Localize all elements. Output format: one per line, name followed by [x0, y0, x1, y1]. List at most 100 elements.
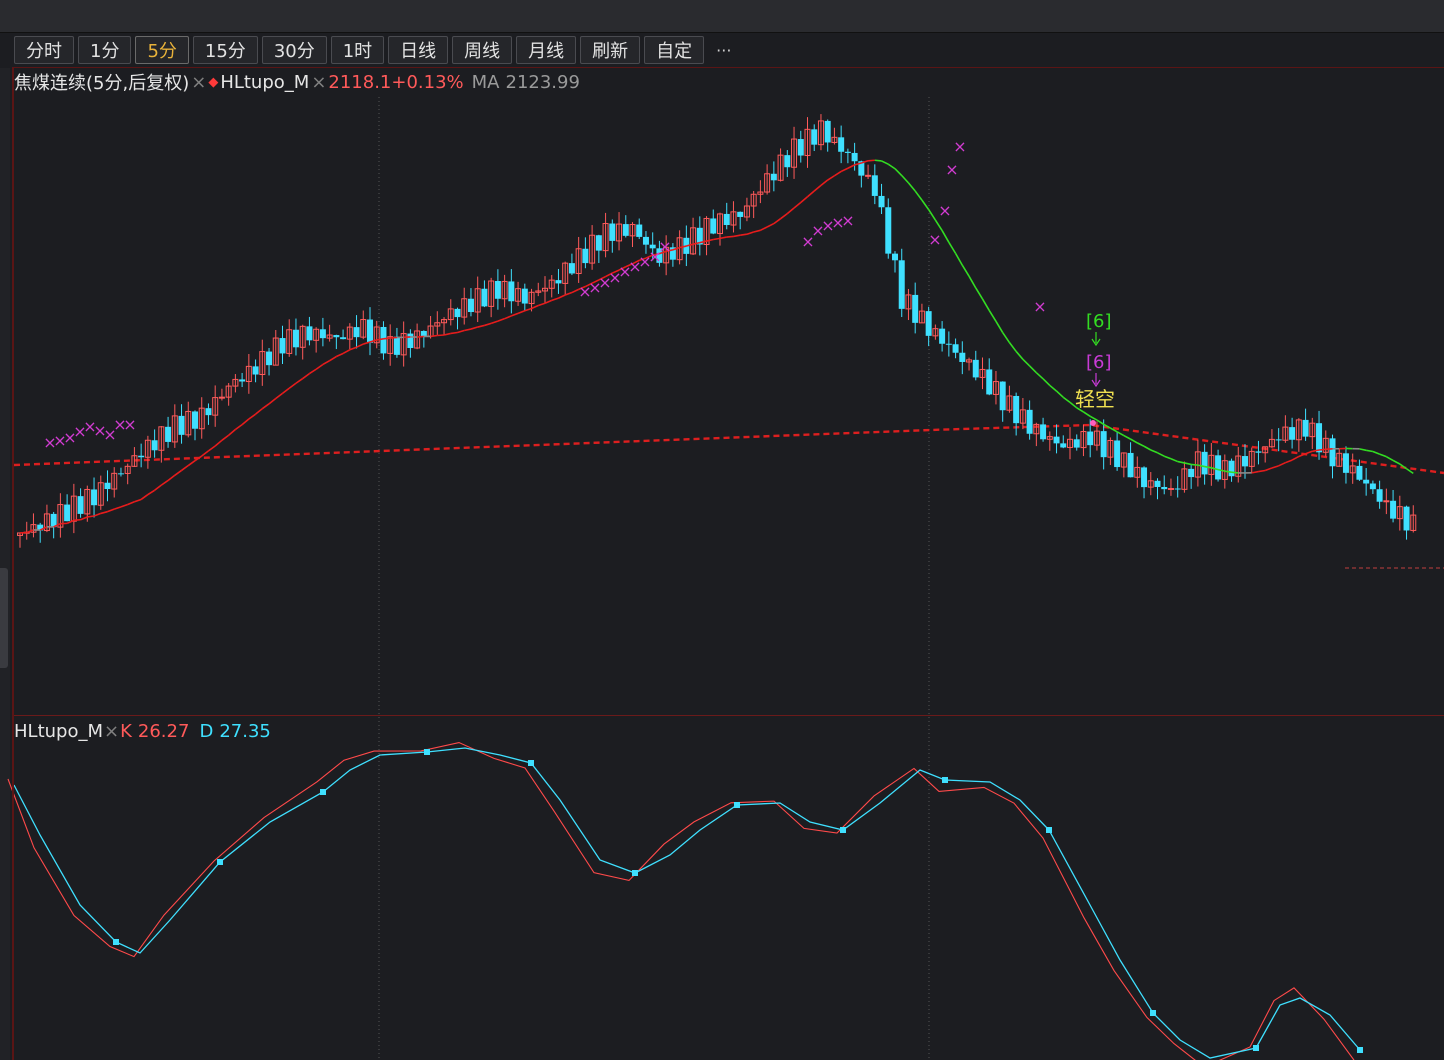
signal-x-marker-2: ×	[63, 428, 76, 447]
candle-body-up	[373, 326, 380, 344]
ma-segment	[1096, 419, 1105, 425]
close-icon[interactable]: ×	[311, 71, 327, 93]
signal-x-marker-5: ×	[93, 421, 106, 440]
sub-indicator-name[interactable]: HLtupo_M	[14, 720, 103, 742]
ma-segment	[558, 294, 566, 299]
candle-body-up	[535, 290, 542, 293]
window-top-bar	[0, 0, 1444, 33]
ma-label: MA	[471, 71, 500, 93]
green-arrow-head	[1091, 338, 1101, 347]
ma-segment	[120, 503, 128, 508]
close-icon[interactable]: ×	[104, 720, 120, 742]
ma-segment	[800, 196, 809, 204]
candle-body-up	[1080, 431, 1087, 449]
magenta-signal-label: [6]	[1086, 352, 1112, 373]
ma-segment	[383, 337, 391, 340]
ma-segment	[914, 190, 923, 201]
ma-segment	[511, 312, 519, 317]
candle-body-up	[804, 128, 811, 157]
candle-body-down	[952, 344, 959, 353]
timeframe-button-4[interactable]: 30分	[261, 36, 327, 64]
signal-x-marker-14: ×	[628, 257, 641, 276]
candle-body-up	[111, 472, 118, 490]
timeframe-button-9[interactable]: 刷新	[580, 36, 641, 64]
ma-segment	[336, 352, 344, 358]
timeframe-button-5[interactable]: 1时	[330, 36, 385, 64]
ma-segment	[618, 266, 627, 271]
sidebar-drag-handle[interactable]	[0, 568, 8, 668]
signal-x-marker-27: ×	[1033, 297, 1046, 316]
price-readout: 2118.1+0.13%	[328, 71, 464, 93]
ma-segment	[497, 317, 505, 322]
ma-segment	[1318, 448, 1326, 451]
candle-body-down	[642, 236, 649, 245]
candle-body-down	[1127, 452, 1134, 478]
ma-segment	[484, 322, 492, 327]
ma-segment	[80, 516, 88, 521]
timeframe-button-7[interactable]: 周线	[452, 36, 513, 64]
candle-body-up	[932, 328, 939, 337]
candle-body-down	[1060, 443, 1067, 448]
signal-x-marker-24: ×	[938, 201, 951, 220]
ma-segment	[308, 368, 317, 375]
ma-segment	[1163, 455, 1172, 460]
candle-body-down	[165, 426, 172, 442]
k-label: K	[120, 720, 132, 742]
candle-body-up	[387, 336, 394, 354]
timeframe-button-3[interactable]: 15分	[192, 36, 258, 64]
ma-segment	[1116, 431, 1125, 437]
instrument-title: 焦煤连续(5分,后复权)	[14, 73, 190, 94]
timeframe-button-8[interactable]: 月线	[516, 36, 577, 64]
ma-segment	[1184, 462, 1192, 466]
candle-body-down	[353, 327, 360, 338]
candle-body-down	[851, 152, 858, 162]
ma-segment	[1372, 450, 1380, 455]
ma-segment	[288, 382, 297, 389]
candle-body-up	[272, 337, 279, 366]
d-marker-9	[1046, 827, 1052, 833]
ma-segment	[302, 372, 310, 380]
indicator-name[interactable]: HLtupo_M	[220, 71, 310, 93]
timeframe-button-6[interactable]: 日线	[388, 36, 449, 64]
candle-body-down	[797, 139, 804, 156]
candle-body-up	[1383, 500, 1390, 503]
timeframe-button-10[interactable]: 自定	[644, 36, 705, 64]
more-options-button[interactable]: ···	[716, 40, 732, 60]
candle-body-down	[696, 227, 703, 245]
ma-segment	[1177, 460, 1185, 464]
ma-segment	[1035, 372, 1044, 380]
ma-segment	[127, 501, 135, 506]
candle-body-down	[407, 333, 414, 348]
d-marker-5	[632, 870, 638, 876]
signal-x-marker-12: ×	[608, 268, 621, 287]
ma-segment	[887, 163, 896, 170]
ma-segment	[187, 460, 196, 467]
ma-segment	[585, 282, 593, 288]
timeframe-button-0[interactable]: 分时	[14, 36, 74, 64]
candle-body-down	[1188, 468, 1195, 478]
candle-body-down	[420, 330, 427, 337]
candle-body-up	[817, 120, 824, 146]
ma-segment	[921, 199, 930, 211]
candle-body-down	[1242, 456, 1248, 467]
candle-body-up	[1268, 438, 1275, 448]
timeframe-button-2[interactable]: 5分	[135, 36, 189, 64]
candle-body-down	[1114, 440, 1121, 468]
ma-segment	[827, 175, 835, 181]
timeframe-button-1[interactable]: 1分	[78, 36, 132, 64]
ma-segment	[954, 252, 964, 266]
ma-segment	[726, 235, 734, 238]
ma-segment	[780, 213, 788, 220]
ma-segment	[686, 243, 694, 247]
ma-segment	[329, 355, 337, 362]
candle-body-up	[461, 298, 468, 318]
close-icon[interactable]: ×	[191, 71, 207, 93]
candle-body-up	[57, 504, 64, 528]
ma-segment	[53, 522, 61, 528]
signal-x-marker-15: ×	[638, 252, 651, 271]
ma-segment	[1002, 332, 1011, 343]
candle-body-up	[602, 223, 609, 252]
chart-annotations: [6] [6] 轻空	[1075, 311, 1115, 426]
candle-body-up	[43, 513, 50, 532]
ma-segment	[988, 310, 997, 322]
